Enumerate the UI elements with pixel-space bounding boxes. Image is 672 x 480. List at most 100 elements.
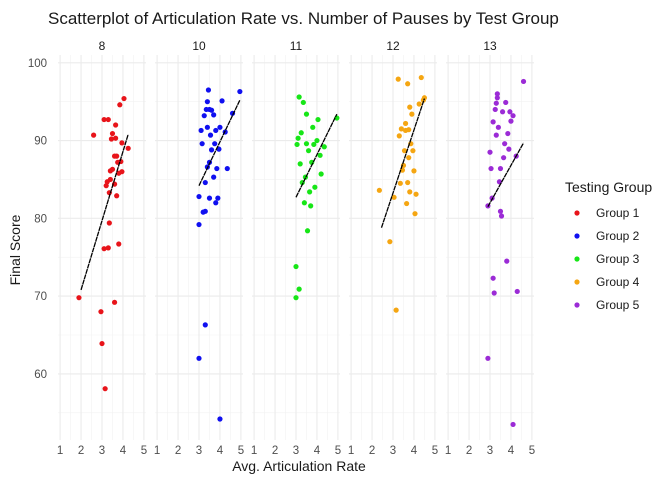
data-point bbox=[297, 161, 303, 167]
legend-item: Group 1 bbox=[574, 206, 640, 220]
data-point bbox=[212, 141, 218, 147]
x-tick-label: 4 bbox=[508, 445, 515, 457]
data-point bbox=[204, 124, 210, 130]
data-point bbox=[98, 309, 104, 315]
data-point bbox=[198, 127, 204, 134]
trend-line bbox=[295, 113, 338, 198]
facet-panel-8: 8 1 2 3 4 5 bbox=[57, 39, 147, 457]
data-point bbox=[307, 189, 313, 195]
data-point bbox=[387, 239, 393, 245]
data-point bbox=[199, 141, 205, 147]
data-point bbox=[501, 155, 507, 161]
legend-title: Testing Group bbox=[565, 179, 652, 195]
data-point bbox=[202, 179, 208, 186]
data-point bbox=[211, 112, 217, 118]
data-point bbox=[107, 176, 113, 183]
data-point bbox=[217, 416, 223, 422]
data-point bbox=[314, 137, 320, 144]
chart-title: Scatterplot of Articulation Rate vs. Num… bbox=[48, 9, 559, 28]
data-point bbox=[497, 208, 504, 214]
data-point bbox=[303, 111, 310, 117]
legend-label: Group 4 bbox=[596, 275, 640, 289]
legend-label: Group 1 bbox=[596, 206, 640, 220]
data-point bbox=[506, 146, 512, 152]
data-point bbox=[211, 174, 217, 180]
data-point bbox=[295, 135, 301, 141]
legend-item: Group 2 bbox=[574, 229, 640, 243]
data-point bbox=[485, 355, 491, 361]
data-point bbox=[418, 74, 424, 81]
legend: Testing Group Group 1 Group 2 Group 3 Group… bbox=[565, 179, 652, 312]
x-tick-label: 3 bbox=[487, 445, 493, 457]
data-point bbox=[402, 120, 409, 127]
data-point bbox=[91, 132, 97, 138]
series-points bbox=[76, 95, 131, 392]
x-tick-label: 5 bbox=[335, 445, 341, 457]
facet-panel-12: 121 2 3 4 5 bbox=[348, 39, 438, 457]
data-point bbox=[409, 111, 415, 117]
data-point bbox=[488, 165, 494, 172]
facet-strip-label: 11 bbox=[290, 39, 303, 53]
data-point bbox=[116, 241, 122, 247]
data-point bbox=[204, 99, 210, 105]
data-point bbox=[421, 95, 428, 101]
data-point bbox=[318, 171, 324, 177]
data-point bbox=[105, 116, 111, 123]
legend-swatch bbox=[574, 302, 580, 308]
data-point bbox=[121, 95, 127, 102]
data-point bbox=[312, 184, 318, 190]
x-tick-label: 2 bbox=[272, 445, 278, 457]
data-point bbox=[406, 127, 412, 133]
x-axis-label: Avg. Articulation Rate bbox=[232, 458, 366, 474]
data-point bbox=[237, 88, 243, 95]
data-point bbox=[208, 147, 215, 153]
gridlines bbox=[252, 55, 340, 440]
facet-strip-label: 13 bbox=[483, 39, 497, 53]
data-point bbox=[205, 87, 212, 93]
data-point bbox=[296, 286, 302, 292]
data-point bbox=[416, 101, 422, 107]
data-point bbox=[407, 189, 413, 195]
x-tick-label: 5 bbox=[238, 445, 244, 457]
data-point bbox=[207, 132, 214, 138]
facet-strip-label: 10 bbox=[192, 39, 206, 53]
trend-line bbox=[80, 134, 129, 291]
data-point bbox=[406, 155, 412, 161]
x-tick-label: 1 bbox=[251, 445, 257, 457]
data-point bbox=[321, 144, 327, 150]
data-point bbox=[317, 152, 323, 158]
data-point bbox=[315, 116, 321, 123]
data-point bbox=[508, 118, 514, 124]
facet-panel-10: 10 1 2 3 4 5 bbox=[154, 39, 244, 457]
data-point bbox=[214, 165, 220, 172]
x-tick-label: 4 bbox=[120, 445, 127, 457]
x-tick-label: 5 bbox=[432, 445, 438, 457]
data-point bbox=[293, 263, 299, 270]
data-point bbox=[304, 228, 311, 234]
x-tick-label: 3 bbox=[196, 445, 202, 457]
x-tick-label: 1 bbox=[154, 445, 160, 457]
data-point bbox=[411, 168, 417, 174]
gridlines bbox=[155, 55, 243, 440]
data-point bbox=[125, 145, 131, 151]
data-point bbox=[504, 258, 510, 264]
data-point bbox=[502, 141, 508, 147]
data-point bbox=[493, 132, 499, 138]
data-point bbox=[201, 113, 207, 119]
x-tick-label: 2 bbox=[369, 445, 375, 457]
data-point bbox=[219, 98, 225, 104]
data-point bbox=[397, 180, 403, 186]
data-point bbox=[196, 193, 202, 200]
data-point bbox=[492, 106, 498, 113]
legend-swatch bbox=[574, 210, 580, 216]
legend-item: Group 3 bbox=[574, 252, 640, 266]
legend-label: Group 2 bbox=[596, 229, 640, 243]
y-axis-label: Final Score bbox=[7, 214, 23, 285]
data-point bbox=[119, 169, 125, 175]
data-point bbox=[413, 191, 419, 197]
data-point bbox=[300, 99, 306, 106]
y-tick-label: 80 bbox=[34, 213, 47, 225]
data-point bbox=[401, 148, 408, 154]
x-tick-label: 3 bbox=[99, 445, 105, 457]
data-point bbox=[119, 140, 125, 146]
